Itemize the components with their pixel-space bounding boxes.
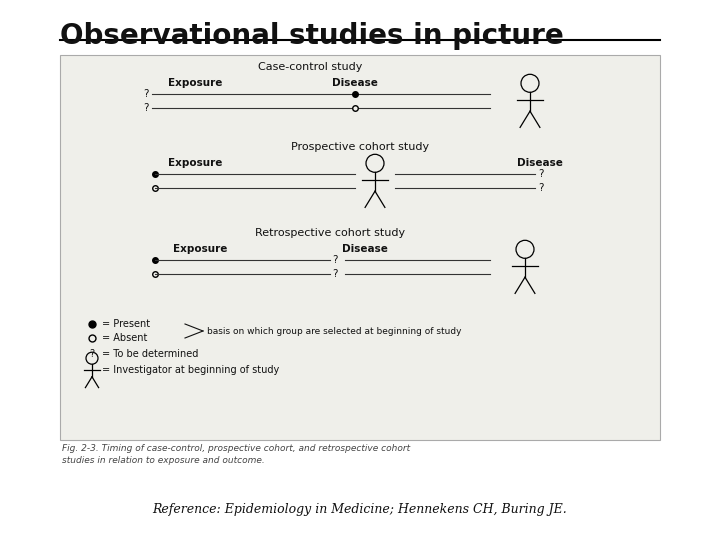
- Text: Exposure: Exposure: [168, 158, 222, 168]
- Text: Disease: Disease: [342, 244, 388, 254]
- Text: = To be determined: = To be determined: [102, 349, 199, 359]
- Text: Prospective cohort study: Prospective cohort study: [291, 142, 429, 152]
- Text: Exposure: Exposure: [168, 78, 222, 88]
- Text: Reference: Epidemiology in Medicine; Hennekens CH, Buring JE.: Reference: Epidemiology in Medicine; Hen…: [153, 503, 567, 516]
- Text: Fig. 2-3. Timing of case-control, prospective cohort, and retrospective cohort
s: Fig. 2-3. Timing of case-control, prospe…: [62, 444, 410, 465]
- Text: ?: ?: [143, 89, 148, 99]
- Text: Disease: Disease: [517, 158, 563, 168]
- Text: ?: ?: [332, 255, 338, 265]
- Text: = Investigator at beginning of study: = Investigator at beginning of study: [102, 365, 279, 375]
- Text: = Absent: = Absent: [102, 333, 148, 343]
- Text: Disease: Disease: [332, 78, 378, 88]
- Text: ?: ?: [332, 269, 338, 279]
- Text: ?: ?: [538, 183, 544, 193]
- Text: Case-control study: Case-control study: [258, 62, 362, 72]
- FancyBboxPatch shape: [60, 55, 660, 440]
- Text: = Present: = Present: [102, 319, 150, 329]
- Text: Exposure: Exposure: [173, 244, 228, 254]
- Text: Retrospective cohort study: Retrospective cohort study: [255, 228, 405, 238]
- Text: Observational studies in picture: Observational studies in picture: [60, 22, 564, 50]
- Text: ?: ?: [538, 169, 544, 179]
- Text: basis on which group are selected at beginning of study: basis on which group are selected at beg…: [207, 327, 462, 335]
- Text: ?: ?: [89, 349, 94, 359]
- Text: ?: ?: [143, 103, 148, 113]
